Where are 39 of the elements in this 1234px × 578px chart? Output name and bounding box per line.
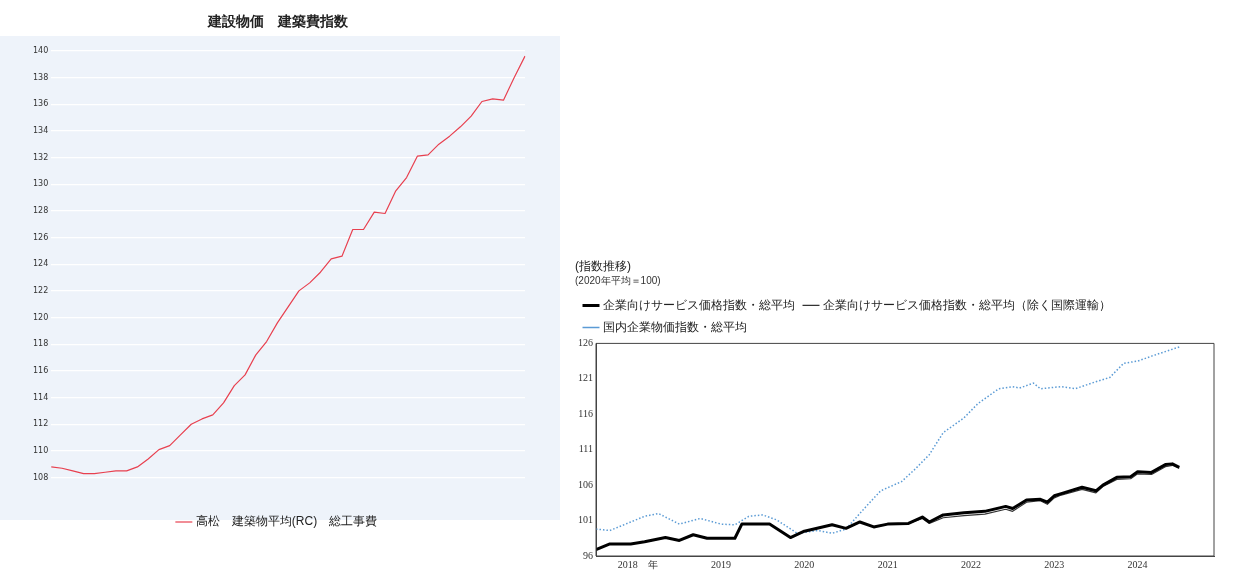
y-tick-label: 111 [578, 443, 593, 455]
y-tick-label: 120 [32, 312, 49, 322]
legend-label: 企業向けサービス価格指数・総平均 [603, 297, 795, 312]
x-tick-label: 2023 [1044, 558, 1065, 570]
y-tick-label: 101 [578, 514, 593, 526]
x-tick-label: 2018 年 [617, 558, 658, 570]
legend-label: 高松 建築物平均(RC) 総工事費 [195, 514, 378, 529]
y-tick-label: 112 [32, 419, 49, 429]
y-tick-label: 140 [32, 45, 49, 55]
y-tick-label: 136 [32, 99, 49, 109]
legend-label: 企業向けサービス価格指数・総平均（除く国際運輸） [823, 297, 1111, 312]
line-series [596, 346, 1181, 535]
y-tick-label: 124 [32, 259, 49, 269]
y-tick-label: 114 [32, 392, 49, 402]
y-tick-label: 126 [32, 232, 49, 242]
y-tick-label: 138 [32, 72, 49, 82]
y-tick-label: 134 [32, 125, 49, 135]
y-tick-label: 128 [32, 205, 49, 215]
y-tick-label: 116 [578, 407, 593, 419]
y-tick-label: 106 [578, 478, 593, 490]
y-tick-label: 126 [578, 337, 593, 349]
y-tick-label: 122 [32, 285, 49, 295]
x-tick-label: 2024 [1127, 558, 1148, 570]
x-tick-label: 2019 [710, 558, 731, 570]
chart-title: (指数推移) [575, 258, 631, 273]
x-tick-label: 2022 [960, 558, 981, 570]
y-tick-label: 121 [578, 372, 593, 384]
x-tick-label: 2020 [794, 558, 815, 570]
y-tick-label: 116 [32, 365, 49, 375]
y-tick-label: 130 [32, 179, 49, 189]
y-tick-label: 108 [32, 472, 49, 482]
y-tick-label: 96 [583, 549, 593, 561]
y-tick-label: 132 [32, 152, 49, 162]
chart-subtitle: (2020年平均＝100) [575, 275, 661, 287]
y-tick-label: 110 [32, 446, 49, 455]
legend-label: 国内企業物価指数・総平均 [603, 319, 747, 334]
y-tick-label: 118 [32, 339, 49, 349]
x-tick-label: 2021 [877, 558, 898, 570]
chart-title: 建設物価 建築費指数 [206, 13, 349, 30]
